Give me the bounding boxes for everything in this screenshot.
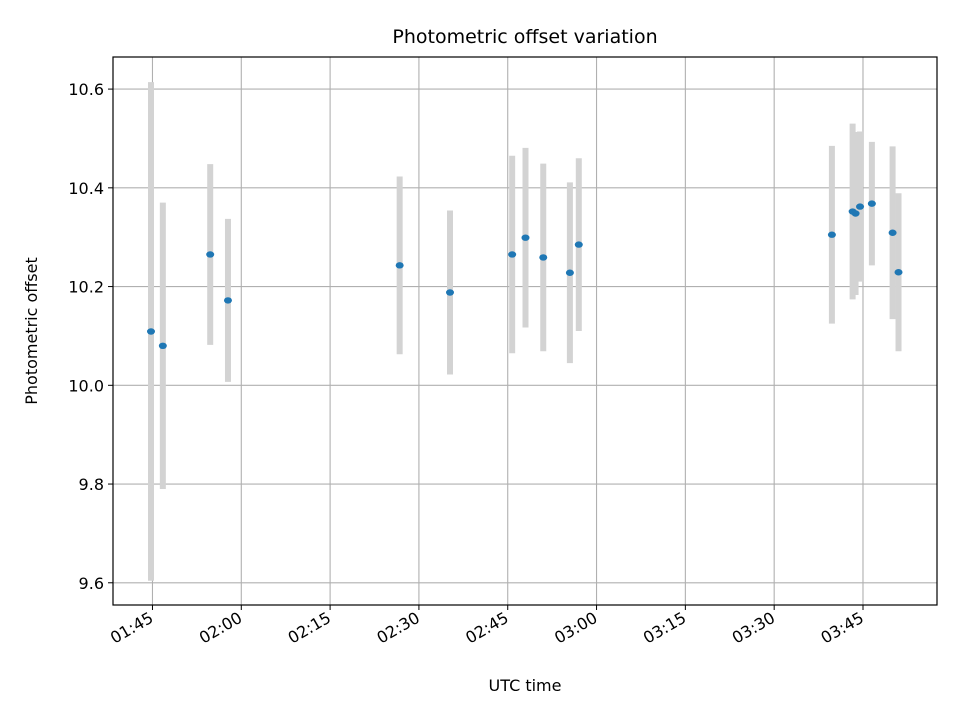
data-point (521, 234, 530, 241)
y-tick-label: 10.4 (68, 179, 104, 198)
data-point (827, 231, 836, 238)
data-point (851, 210, 860, 217)
data-point (446, 289, 455, 296)
chart-title: Photometric offset variation (392, 26, 657, 48)
data-point (565, 269, 574, 276)
y-tick-label: 9.8 (79, 475, 104, 494)
y-axis-label: Photometric offset (22, 257, 41, 405)
data-point (395, 262, 404, 269)
y-tick-label: 9.6 (79, 574, 104, 593)
y-tick-label: 10.2 (68, 278, 104, 297)
x-axis-label: UTC time (489, 676, 562, 695)
data-point (146, 328, 155, 335)
plot-area-frame (112, 56, 938, 606)
y-tick-label: 10.0 (68, 376, 104, 395)
y-tick-label: 10.6 (68, 80, 104, 99)
data-point (539, 254, 548, 261)
data-points (146, 200, 903, 350)
data-point (206, 251, 215, 258)
data-point (158, 342, 167, 350)
data-point (223, 297, 232, 304)
data-point (508, 251, 517, 258)
data-point (894, 269, 903, 276)
y-axis-ticks: 9.6 9.8 10.0 10.2 10.4 10.6 (68, 80, 113, 593)
data-point (888, 229, 897, 236)
data-point (574, 241, 583, 248)
data-point (856, 203, 865, 210)
data-point (867, 200, 876, 207)
